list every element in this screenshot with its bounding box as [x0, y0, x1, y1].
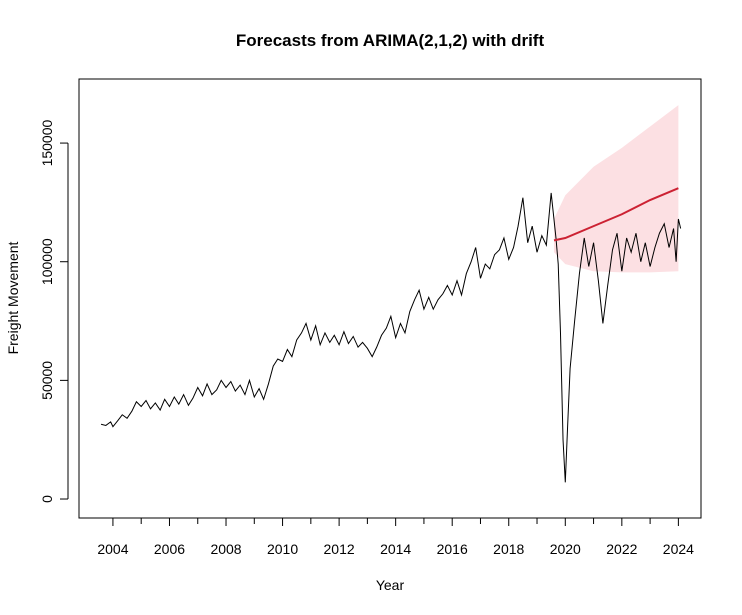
y-tick-label: 0	[39, 495, 55, 503]
y-tick-label: 50000	[39, 361, 55, 400]
y-axis: 0 50000 100000 150000	[39, 119, 69, 503]
observed-series-line	[100, 192, 682, 483]
chart-title: Forecasts from ARIMA(2,1,2) with drift	[236, 31, 545, 50]
plot-frame	[78, 78, 702, 519]
y-axis-label: Freight Movement	[5, 241, 21, 354]
x-tick-label: 2014	[380, 541, 411, 557]
x-tick-label: 2010	[267, 541, 298, 557]
x-tick-label: 2016	[437, 541, 468, 557]
x-tick-label: 2012	[324, 541, 355, 557]
x-tick-label: 2006	[154, 541, 185, 557]
x-tick-label: 2024	[663, 541, 694, 557]
x-tick-label: 2018	[493, 541, 524, 557]
x-axis-label: Year	[376, 577, 405, 593]
prediction-interval-band	[553, 105, 679, 273]
y-tick-label: 150000	[39, 119, 55, 166]
x-axis: 2004 2006 2008 2010 2012 2014 2016 2018 2020 2022…	[97, 517, 694, 557]
x-tick-label: 2004	[97, 541, 128, 557]
x-tick-label: 2020	[550, 541, 581, 557]
plot-area	[100, 105, 682, 483]
y-tick-label: 100000	[39, 238, 55, 285]
x-tick-label: 2008	[210, 541, 241, 557]
x-tick-label: 2022	[606, 541, 637, 557]
forecast-line	[553, 187, 679, 242]
